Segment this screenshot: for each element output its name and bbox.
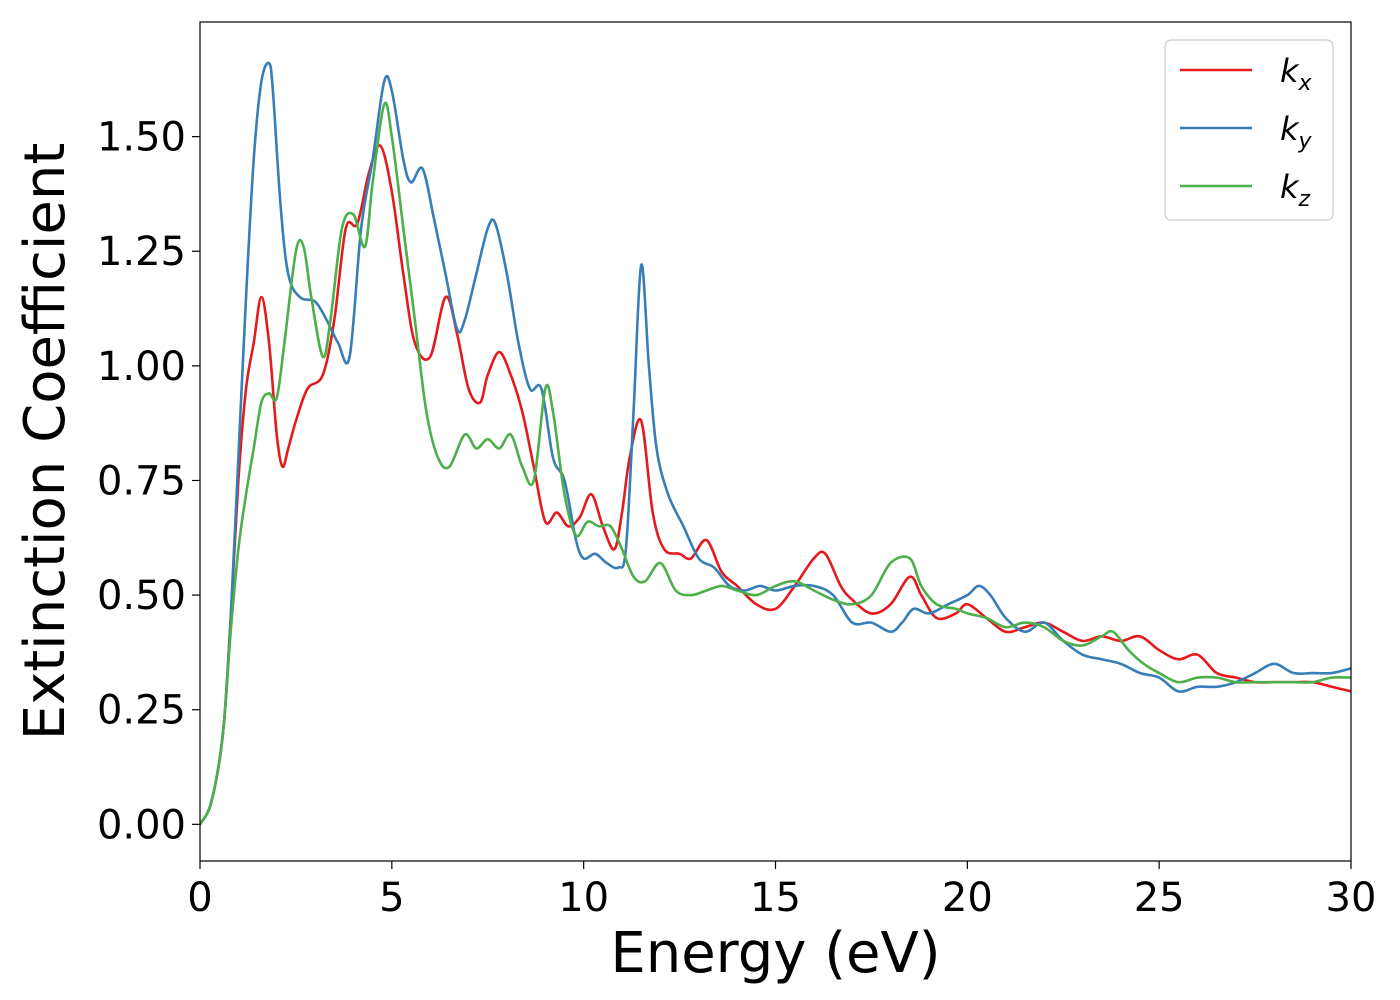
series-line-kz — [200, 101, 1351, 826]
x-tick-label: 10 — [558, 875, 609, 921]
y-tick-label: 1.50 — [97, 115, 186, 161]
y-tick-label: 0.75 — [97, 458, 186, 504]
legend-label-kz: kz — [1280, 168, 1311, 212]
y-tick-label: 1.25 — [97, 229, 186, 275]
x-tick-label: 30 — [1326, 875, 1377, 921]
legend-label-kx: kx — [1280, 52, 1313, 96]
y-tick-label: 0.00 — [97, 802, 186, 848]
series-line-kx — [200, 144, 1351, 826]
x-axis-label: Energy (eV) — [610, 921, 940, 986]
y-axis-label: Extinction Coefficient — [13, 143, 78, 741]
y-tick-label: 0.25 — [97, 688, 186, 734]
legend-box — [1164, 39, 1334, 221]
x-tick-label: 25 — [1134, 875, 1185, 921]
legend-label-ky: ky — [1280, 110, 1313, 154]
y-tick-label: 0.50 — [97, 573, 186, 619]
x-tick-label: 15 — [750, 875, 801, 921]
y-tick-label: 1.00 — [97, 344, 186, 390]
legend: kx ky kz — [1164, 39, 1334, 221]
x-tick-label: 5 — [379, 875, 404, 921]
y-axis-ticks: 0.00 0.25 0.50 0.75 1.00 1.25 1.50 — [97, 115, 200, 848]
plot-lines — [200, 61, 1351, 826]
x-tick-label: 20 — [942, 875, 993, 921]
x-tick-label: 0 — [187, 875, 212, 921]
x-axis-ticks: 0 5 10 15 20 25 30 — [187, 861, 1376, 921]
